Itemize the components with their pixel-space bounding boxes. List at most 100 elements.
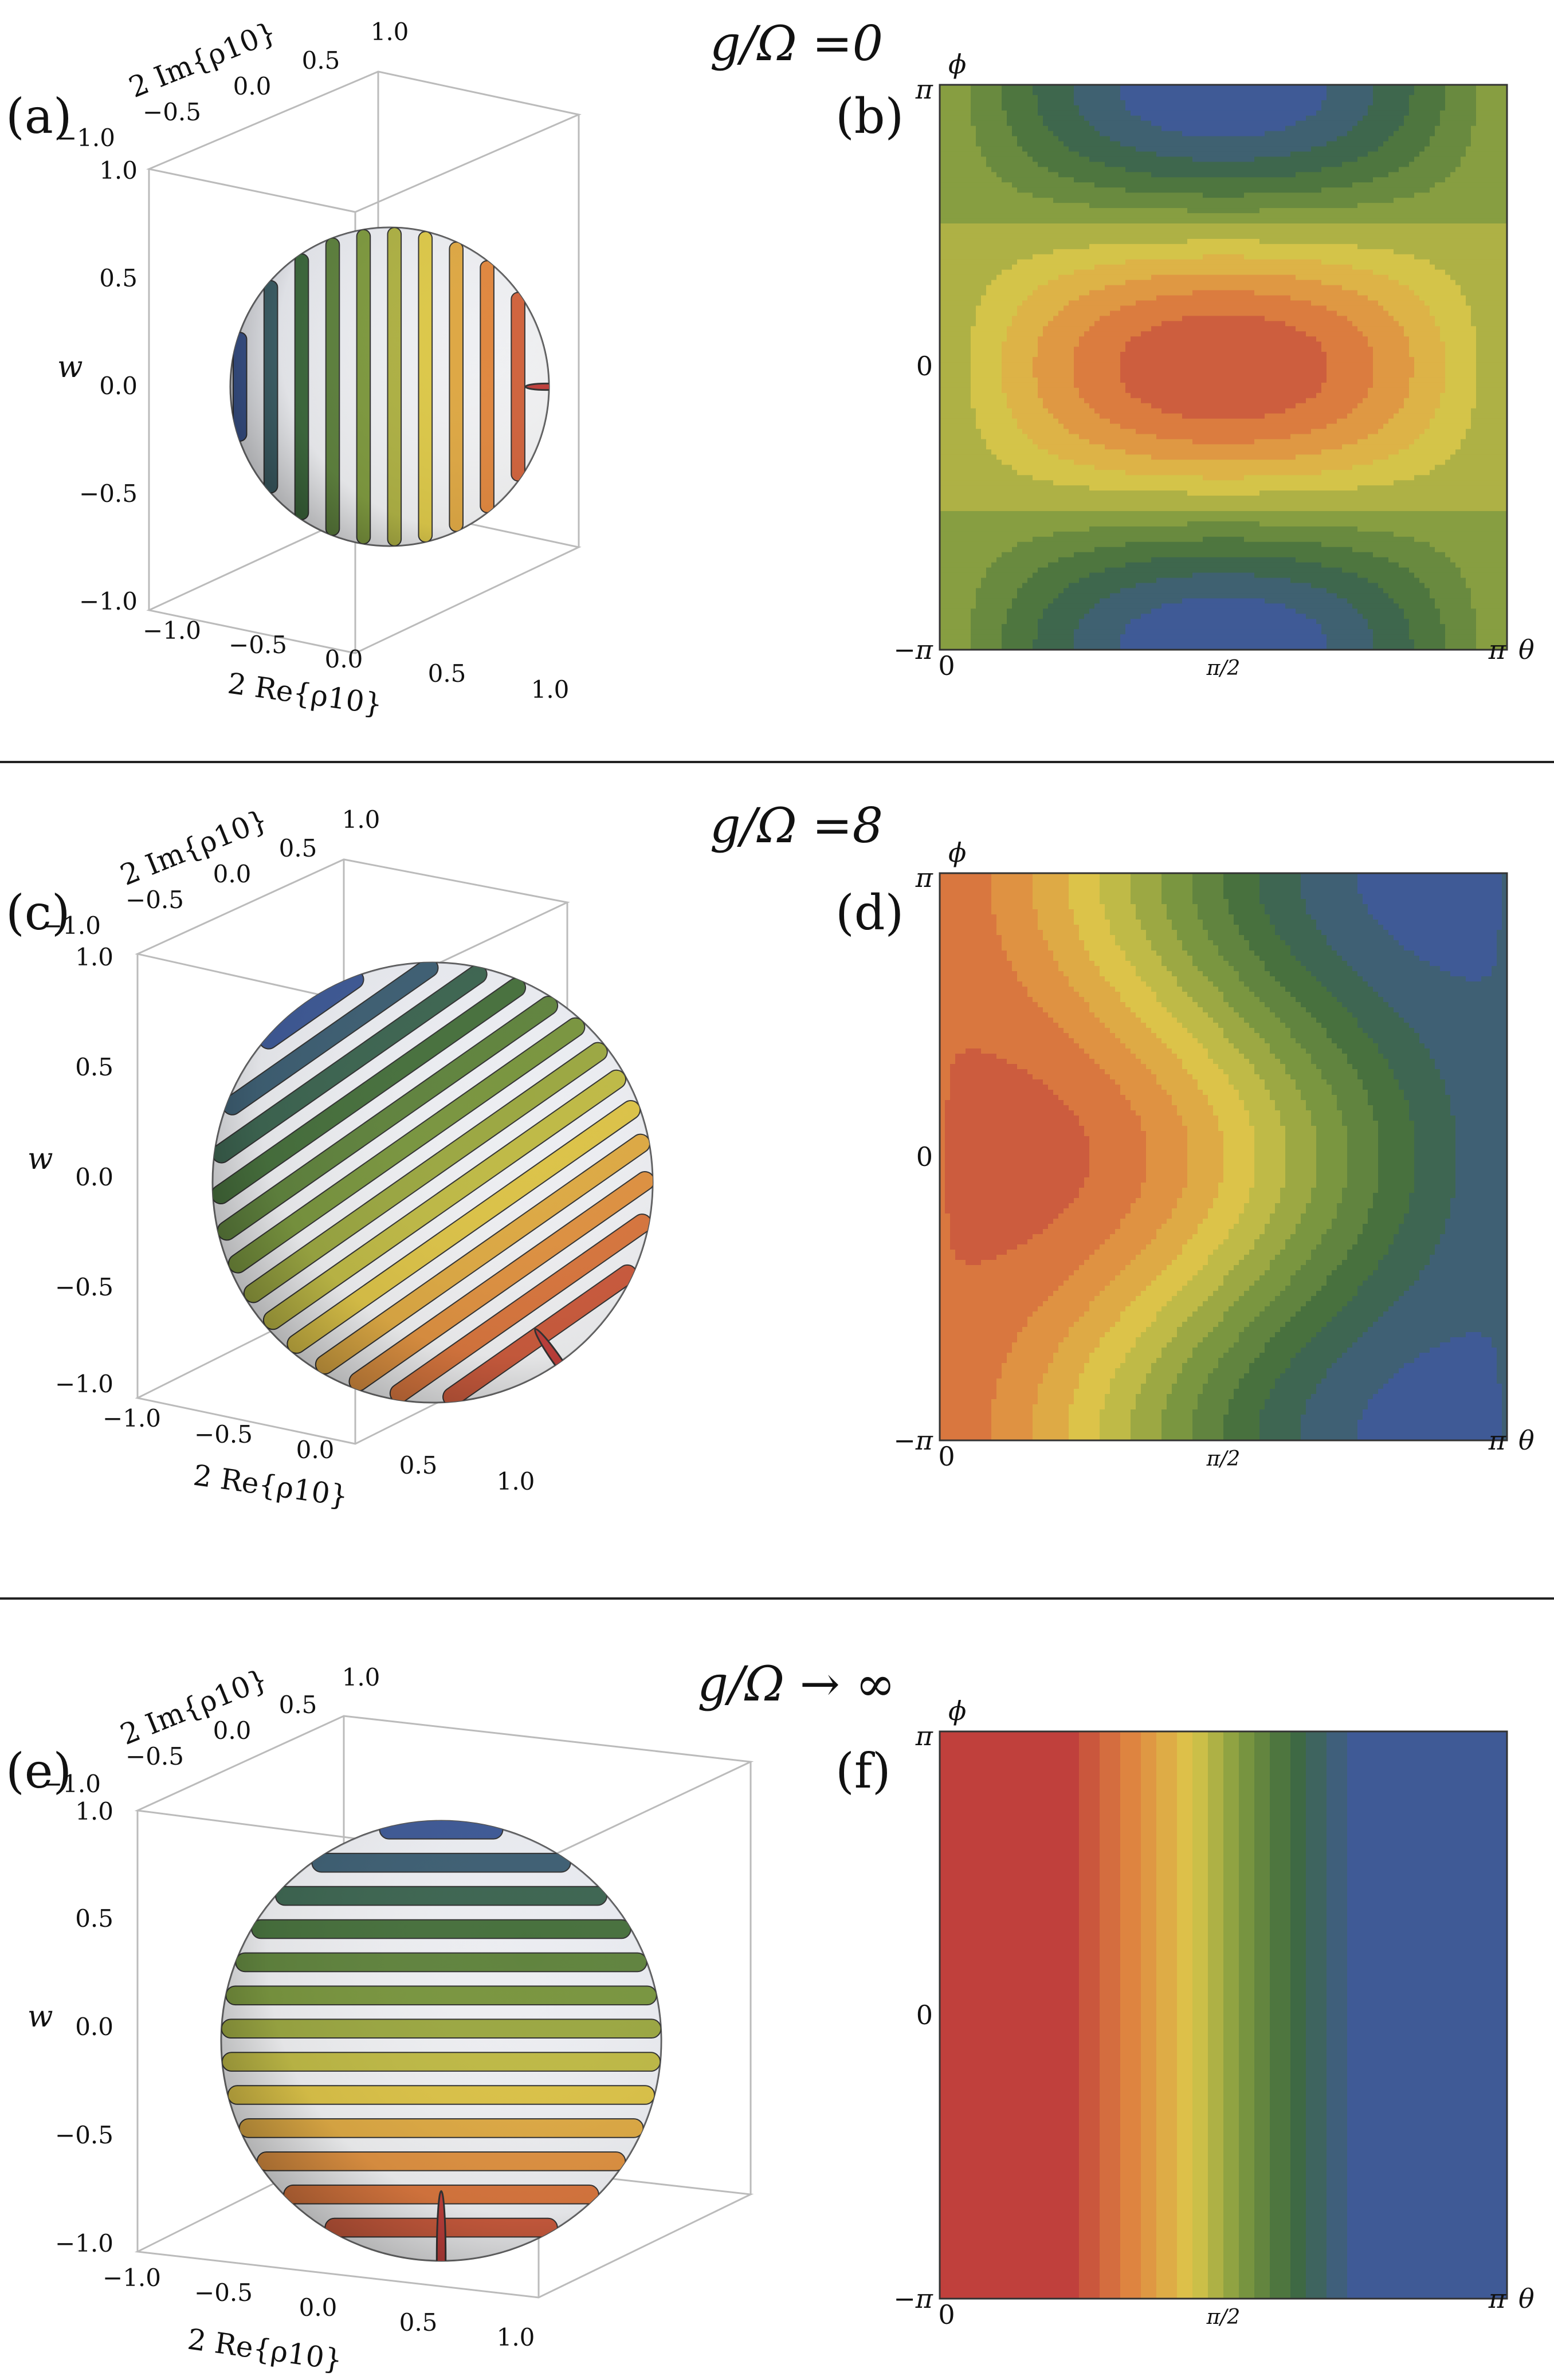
contour-cell — [1058, 619, 1064, 625]
contour-cell — [1084, 526, 1090, 532]
contour-cell — [1064, 187, 1069, 193]
contour-cell — [1115, 516, 1121, 522]
contour-cell — [1058, 434, 1064, 440]
contour-cell — [1074, 280, 1080, 286]
contour-cell — [1161, 115, 1167, 121]
contour-cell — [1161, 198, 1167, 203]
contour-cell — [1022, 496, 1028, 501]
contour-cell — [996, 434, 1002, 440]
contour-cell — [1089, 115, 1095, 121]
contour-cell — [1007, 392, 1013, 399]
contour-cell — [1038, 572, 1043, 579]
contour-cell — [1156, 203, 1162, 209]
contour-cell — [1084, 336, 1090, 342]
contour-cell — [1022, 480, 1028, 486]
contour-cell — [1069, 454, 1074, 461]
contour-cell — [1094, 459, 1100, 466]
contour-cell — [950, 198, 956, 203]
contour-cell — [986, 480, 992, 486]
contour-cell — [1069, 352, 1074, 358]
contour-cell — [971, 120, 976, 127]
contour-cell — [986, 264, 992, 270]
contour-cell — [1064, 110, 1069, 116]
contour-cell — [950, 203, 956, 209]
contour-cell — [1079, 172, 1085, 178]
contour-cell — [1136, 593, 1141, 599]
contour-cell — [1151, 480, 1157, 486]
contour-cell — [1089, 459, 1095, 466]
contour-cell — [1074, 89, 1080, 96]
contour-cell — [986, 434, 992, 440]
contour-cell — [1151, 598, 1157, 604]
contour-cell — [1038, 105, 1043, 111]
contour-cell — [1053, 300, 1059, 307]
contour-cell — [981, 85, 987, 91]
contour-cell — [1058, 146, 1064, 152]
contour-cell — [960, 362, 966, 368]
contour-cell — [1115, 475, 1121, 481]
contour-cell — [1079, 156, 1085, 163]
contour-cell — [1038, 598, 1043, 604]
contour-cell — [1053, 89, 1059, 96]
contour-cell — [996, 521, 1002, 527]
contour-cell — [1033, 449, 1038, 455]
contour-cell — [966, 357, 971, 363]
contour-cell — [981, 233, 987, 239]
contour-cell — [940, 347, 945, 352]
contour-cell — [1084, 110, 1090, 116]
contour-cell — [1064, 454, 1069, 461]
contour-cell — [1017, 274, 1023, 281]
contour-cell — [1136, 285, 1141, 291]
contour-cell — [1033, 552, 1038, 558]
contour-cell — [1064, 619, 1069, 625]
contour-cell — [1069, 418, 1074, 425]
contour-cell — [1022, 629, 1028, 635]
contour-cell — [1089, 603, 1095, 609]
contour-cell — [1038, 311, 1043, 317]
contour-cell — [971, 347, 976, 352]
contour-cell — [1058, 531, 1064, 537]
contour-cell — [991, 552, 997, 558]
contour-cell — [1048, 259, 1054, 265]
contour-cell — [1094, 274, 1100, 281]
contour-cell — [1161, 326, 1167, 332]
contour-cell — [1053, 208, 1059, 214]
contour-cell — [1017, 269, 1023, 276]
contour-cell — [986, 372, 992, 378]
contour-cell — [1115, 510, 1121, 517]
contour-cell — [1115, 588, 1121, 594]
contour-cell — [1146, 285, 1152, 291]
contour-cell — [950, 454, 956, 461]
contour-cell — [1131, 213, 1136, 219]
contour-cell — [1125, 167, 1131, 173]
contour-cell — [1110, 274, 1116, 281]
contour-cell — [1110, 203, 1116, 209]
contour-cell — [1115, 429, 1121, 435]
contour-cell — [940, 501, 945, 506]
contour-cell — [1161, 182, 1167, 188]
contour-cell — [940, 444, 945, 450]
contour-cell — [1064, 398, 1069, 404]
contour-cell — [1017, 89, 1023, 96]
contour-cell — [1161, 305, 1167, 312]
contour-cell — [1100, 639, 1105, 645]
contour-cell — [966, 588, 971, 594]
contour-cell — [981, 193, 987, 198]
contour-cell — [1022, 603, 1028, 609]
contour-cell — [1161, 316, 1167, 322]
contour-cell — [1043, 434, 1049, 440]
contour-cell — [1141, 423, 1147, 430]
contour-cell — [971, 198, 976, 203]
contour-cell — [976, 444, 982, 450]
contour-cell — [971, 125, 976, 132]
contour-cell — [1089, 614, 1095, 619]
contour-cell — [991, 480, 997, 486]
contour-cell — [1089, 244, 1095, 250]
contour-cell — [1079, 131, 1085, 137]
contour-cell — [1033, 177, 1038, 183]
contour-cell — [1131, 470, 1136, 476]
contour-cell — [1115, 377, 1121, 383]
contour-cell — [966, 264, 971, 270]
contour-cell — [1002, 562, 1007, 568]
contour-cell — [1131, 429, 1136, 435]
